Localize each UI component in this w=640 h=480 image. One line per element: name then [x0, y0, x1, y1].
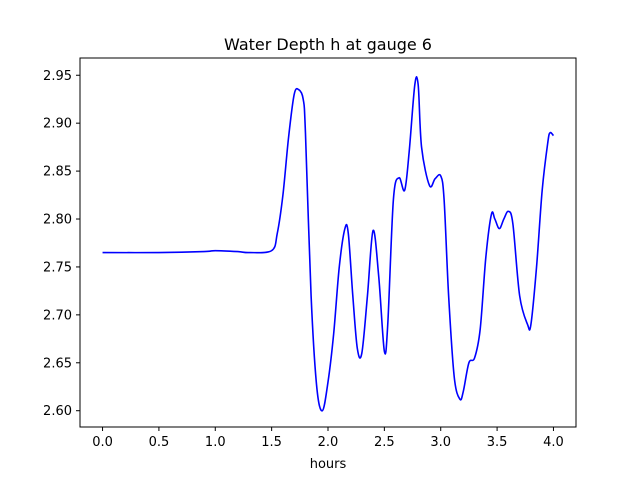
- x-tick-label: 2.0: [318, 435, 339, 450]
- y-tick-label: 2.85: [43, 165, 72, 180]
- y-tick-label: 2.95: [43, 69, 72, 84]
- x-tick-label: 2.5: [374, 435, 395, 450]
- y-tick-label: 2.80: [43, 213, 72, 228]
- y-axis: 2.60 2.65 2.70 2.75 2.80 2.85 2.90 2.95: [43, 69, 80, 419]
- x-tick-label: 1.5: [261, 435, 282, 450]
- y-tick-label: 2.60: [43, 404, 72, 419]
- water-depth-line: [102, 75, 555, 412]
- x-tick-label: 4.0: [543, 435, 564, 450]
- x-tick-label: 3.5: [487, 435, 508, 450]
- x-tick-label: 1.0: [205, 435, 226, 450]
- x-tick-label: 0.0: [92, 435, 113, 450]
- x-tick-label: 0.5: [149, 435, 170, 450]
- y-tick-label: 2.75: [43, 260, 72, 275]
- x-tick-label: 3.0: [430, 435, 451, 450]
- chart-title: Water Depth h at gauge 6: [224, 35, 432, 54]
- y-tick-label: 2.90: [43, 117, 72, 132]
- x-axis-label: hours: [310, 457, 347, 472]
- y-tick-label: 2.70: [43, 308, 72, 323]
- x-axis: 0.0 0.5 1.0 1.5 2.0 2.5 3.0 3.5 4.0: [92, 427, 564, 450]
- y-tick-label: 2.65: [43, 356, 72, 371]
- series-layer: [102, 75, 555, 412]
